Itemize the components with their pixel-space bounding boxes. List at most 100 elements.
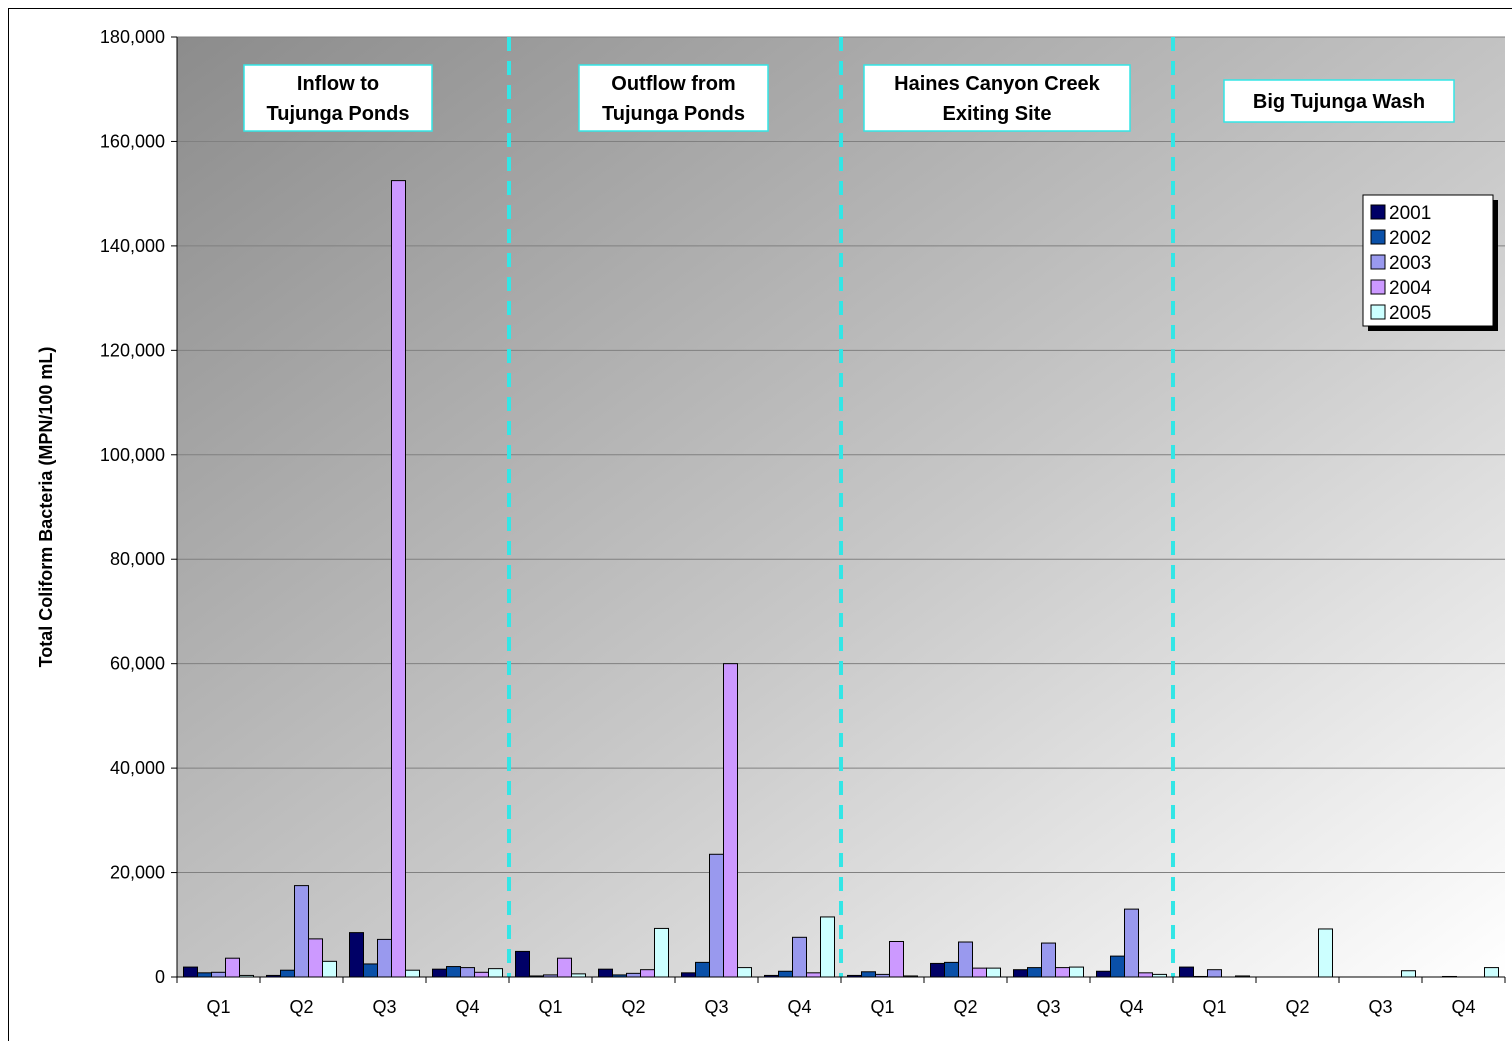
bar-2004	[806, 972, 821, 978]
bar-2005	[654, 927, 669, 978]
legend-swatch-2003	[1370, 254, 1386, 270]
site-label-3: Haines Canyon Creek Exiting Site	[863, 64, 1131, 132]
site-label-box	[1223, 79, 1455, 123]
bar-2003	[294, 885, 309, 978]
x-tick-label: Q2	[289, 997, 313, 1017]
site-label-text: Outflow from	[611, 73, 735, 95]
y-tick-label: 140,000	[100, 236, 165, 256]
bar-2002	[861, 971, 876, 978]
legend-swatch-2001	[1370, 204, 1386, 220]
bar-2001	[515, 950, 530, 978]
bar-2005	[322, 960, 337, 978]
legend-label-2003: 2003	[1389, 253, 1431, 274]
x-tick-label: Q3	[1368, 997, 1392, 1017]
site-label-text: Tujunga Ponds	[602, 103, 745, 125]
bar-2003	[958, 941, 973, 978]
bars	[183, 180, 1499, 978]
bar-2005	[1401, 970, 1416, 978]
bar-2001	[183, 966, 198, 978]
bar-2003	[377, 938, 392, 978]
legend-label-2005: 2005	[1389, 303, 1431, 324]
bar-2004	[1055, 967, 1070, 978]
site-labels: Inflow to Tujunga Ponds Outflow from Tujung…	[243, 64, 1455, 132]
bar-2001	[1096, 970, 1111, 978]
bar-2003	[792, 936, 807, 978]
x-tick-labels: Q1 Q2 Q3 Q4 Q1 Q2 Q3 Q4 Q1 Q2 Q3 Q4 Q1 Q2 Q3 Q4	[206, 997, 1475, 1017]
legend-swatch-2005	[1370, 304, 1386, 320]
y-axis-label: Total Coliform Bacteria (MPN/100 mL)	[36, 347, 56, 668]
x-tick-label: Q1	[538, 997, 562, 1017]
y-tick-label: 160,000	[100, 131, 165, 151]
bar-2002	[695, 961, 710, 978]
x-tick-label: Q1	[206, 997, 230, 1017]
axes	[171, 36, 1506, 983]
bar-2004	[972, 967, 987, 978]
bar-2003	[1207, 969, 1222, 978]
y-tick-label: 180,000	[100, 27, 165, 47]
bar-2002	[197, 972, 212, 978]
legend: 2001 2002 2003 2004 2005	[1362, 194, 1498, 331]
bar-2004	[308, 938, 323, 978]
y-tick-label: 40,000	[110, 758, 165, 778]
y-tick-label: 20,000	[110, 863, 165, 883]
group-dividers	[507, 37, 1175, 977]
x-tick-label: Q3	[704, 997, 728, 1017]
y-tick-label: 60,000	[110, 654, 165, 674]
site-label-text: Haines Canyon Creek	[894, 73, 1101, 95]
bar-2005	[405, 969, 420, 978]
bar-2004	[640, 969, 655, 978]
site-label-box	[578, 64, 769, 132]
bar-2005	[1069, 966, 1084, 978]
bar-2003	[211, 971, 226, 978]
site-label-2: Outflow from Tujunga Ponds	[578, 64, 769, 132]
x-tick-label: Q3	[1036, 997, 1060, 1017]
site-label-box	[863, 64, 1131, 132]
bar-2002	[363, 963, 378, 978]
legend-label-2004: 2004	[1389, 278, 1432, 299]
bar-2003	[1124, 908, 1139, 978]
bar-2004	[225, 957, 240, 978]
x-tick-label: Q3	[372, 997, 396, 1017]
bar-2001	[432, 968, 447, 978]
x-tick-label: Q1	[870, 997, 894, 1017]
x-tick-label: Q4	[787, 997, 811, 1017]
x-tick-label: Q2	[621, 997, 645, 1017]
legend-swatch-2004	[1370, 279, 1386, 295]
bar-2001	[349, 932, 364, 978]
bar-2005	[1318, 928, 1333, 978]
bar-2005	[986, 967, 1001, 978]
bar-2001	[681, 972, 696, 978]
bar-2004	[391, 180, 406, 978]
y-tick-labels: 0 20,000 40,000 60,000 80,000 100,000 120,000 1…	[100, 27, 165, 987]
site-label-text: Tujunga Ponds	[267, 103, 410, 125]
legend-label-2002: 2002	[1389, 228, 1431, 249]
site-label-1: Inflow to Tujunga Ponds	[243, 64, 433, 132]
site-label-4: Big Tujunga Wash	[1223, 79, 1455, 123]
bar-2001	[1179, 966, 1194, 978]
bar-2003	[626, 972, 641, 978]
bar-2004	[1138, 972, 1153, 978]
bar-2002	[778, 970, 793, 978]
y-tick-label: 80,000	[110, 549, 165, 569]
y-tick-label: 120,000	[100, 340, 165, 360]
x-tick-label: Q2	[953, 997, 977, 1017]
x-tick-label: Q4	[455, 997, 479, 1017]
x-tick-label: Q4	[1451, 997, 1475, 1017]
site-label-box	[243, 64, 433, 132]
bar-2003	[460, 967, 475, 978]
bar-2005	[737, 967, 752, 978]
bar-2004	[889, 940, 904, 978]
legend-swatch-2002	[1370, 229, 1386, 245]
x-tick-label: Q4	[1119, 997, 1143, 1017]
bar-2003	[709, 853, 724, 978]
bar-2002	[944, 961, 959, 978]
bar-2002	[1027, 967, 1042, 978]
bar-2004	[723, 663, 738, 978]
bar-2002	[446, 966, 461, 978]
chart-frame	[8, 8, 1512, 1041]
bar-2005	[488, 968, 503, 978]
bar-2005	[820, 916, 835, 978]
x-tick-label: Q2	[1285, 997, 1309, 1017]
y-tick-label: 100,000	[100, 445, 165, 465]
